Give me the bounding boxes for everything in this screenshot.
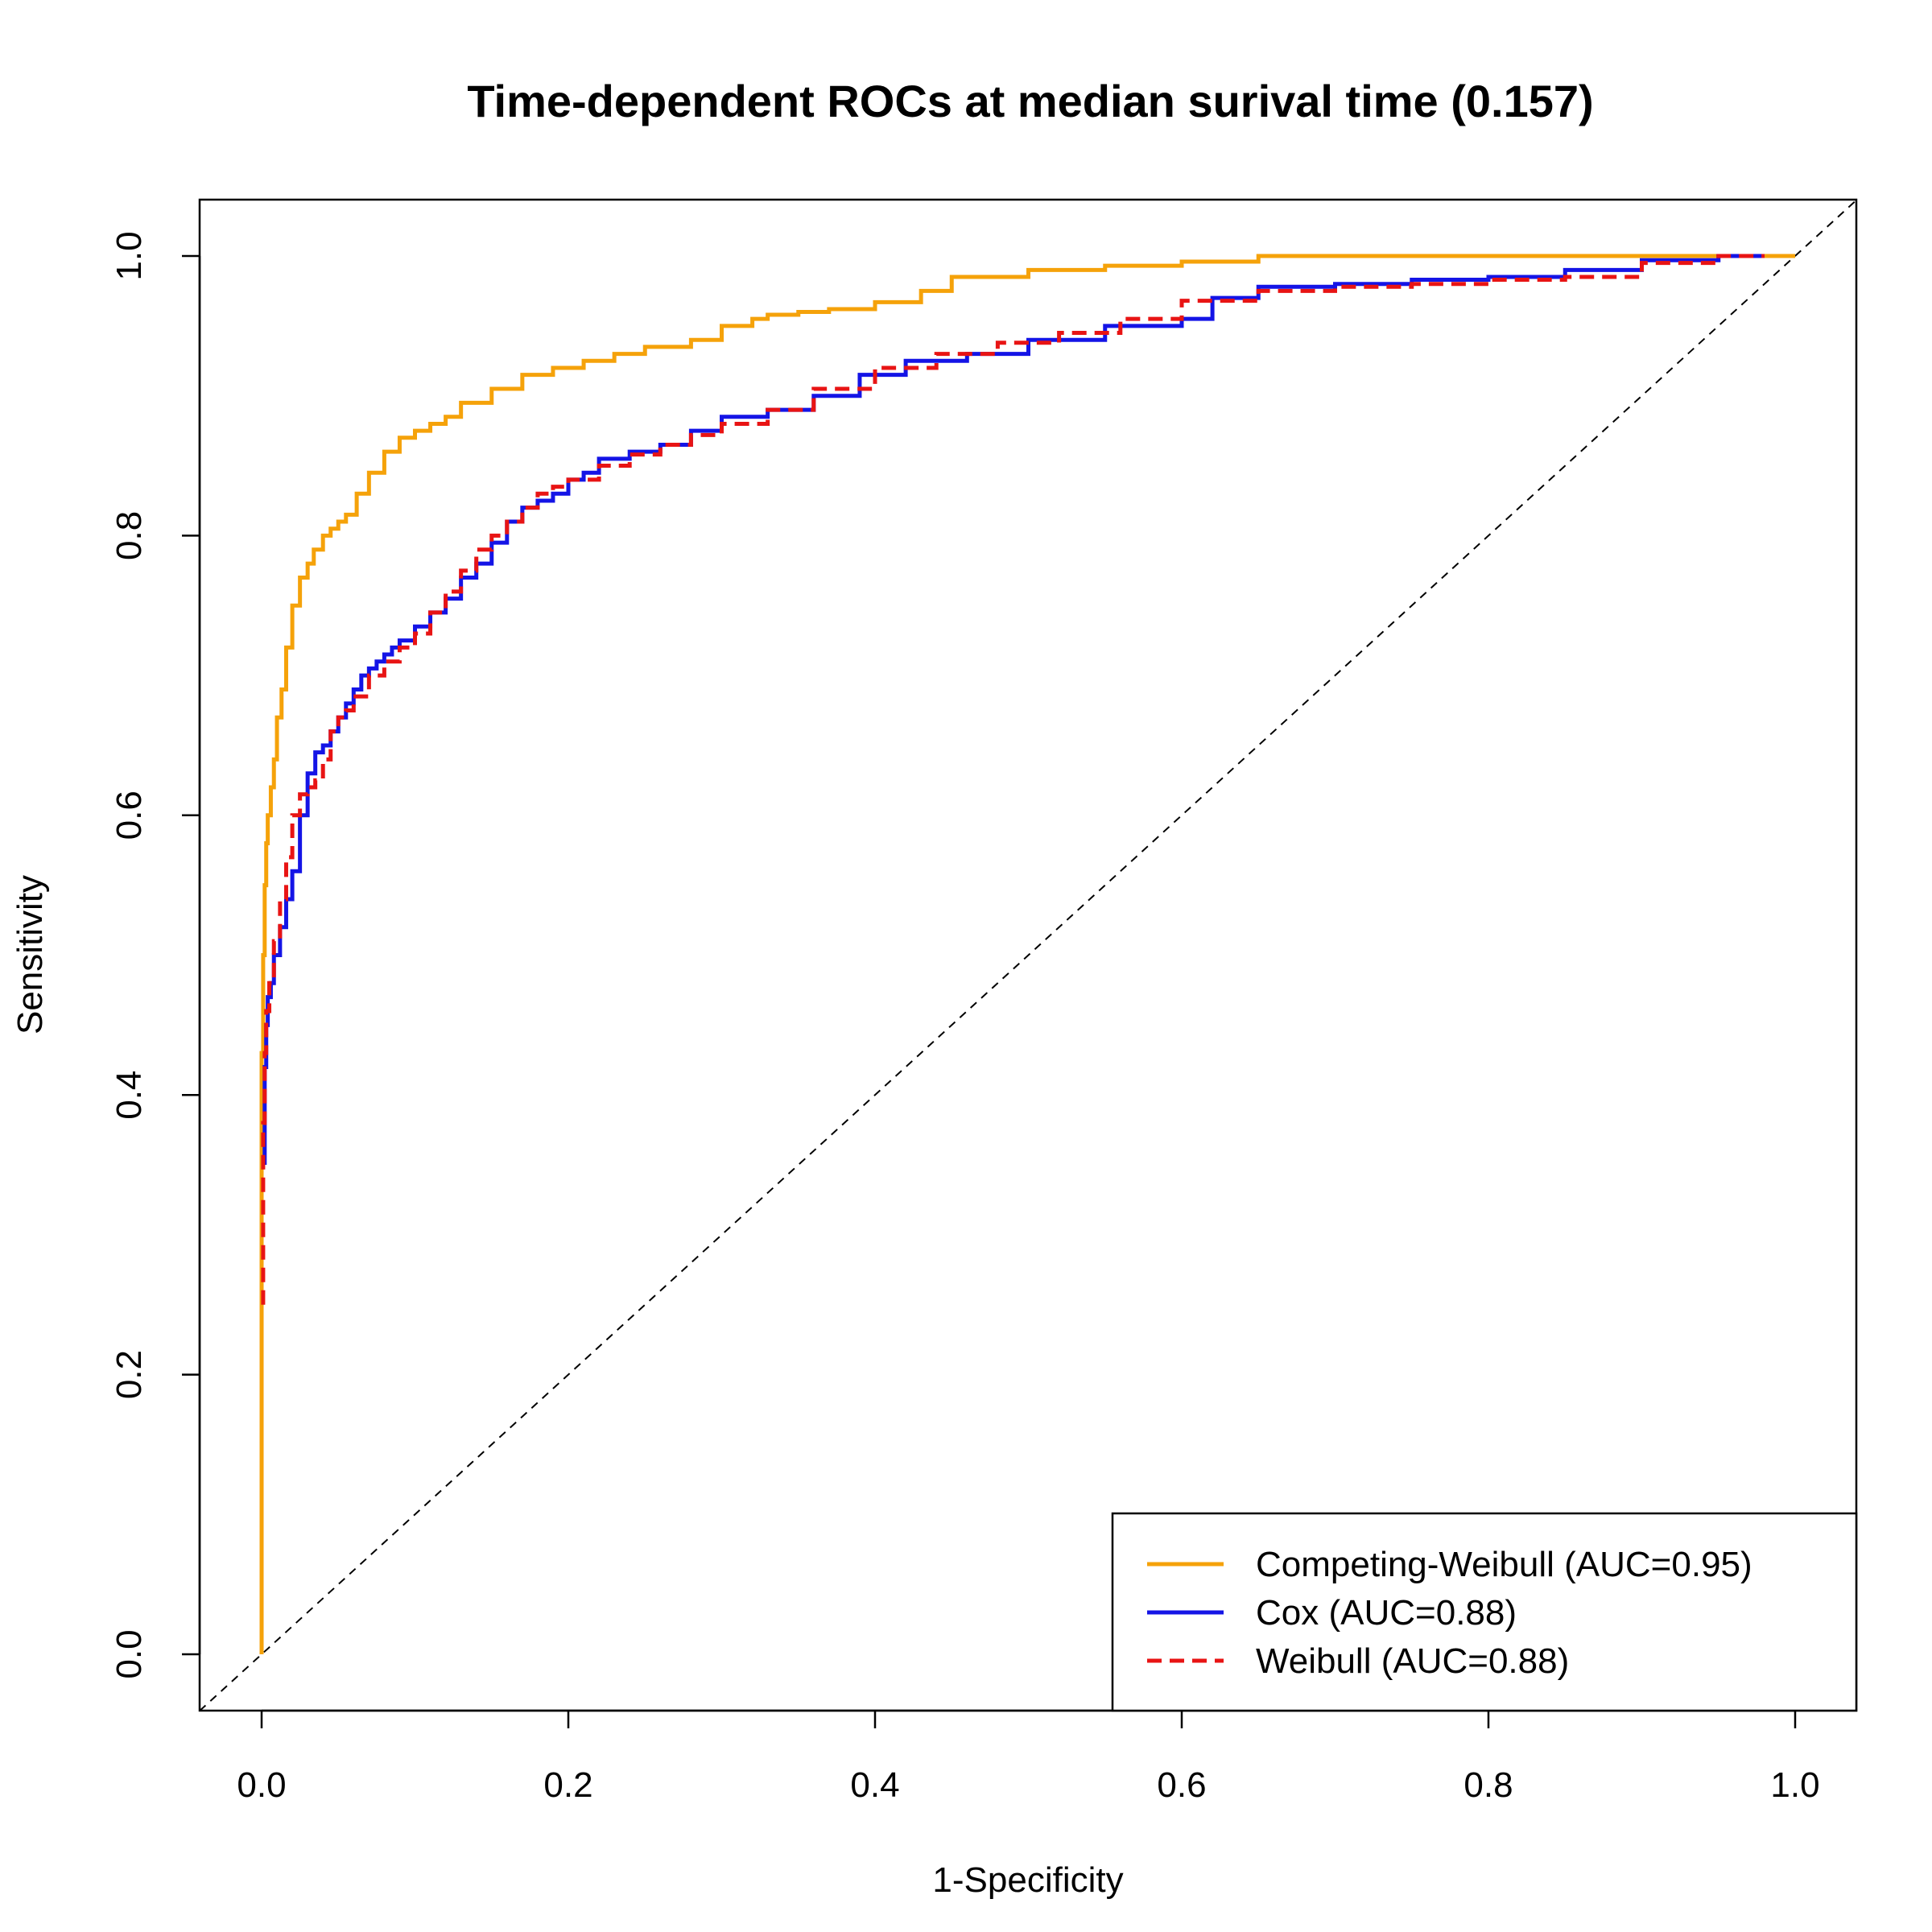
chart-title: Time-dependent ROCs at median surival ti… <box>467 76 1593 126</box>
legend-label: Weibull (AUC=0.88) <box>1256 1641 1569 1681</box>
legend: Competing-Weibull (AUC=0.95) Cox (AUC=0.8… <box>1111 1512 1858 1712</box>
legend-label: Cox (AUC=0.88) <box>1256 1593 1517 1633</box>
y-tick-label: 1.0 <box>109 231 149 280</box>
series-line-2 <box>261 254 1765 1305</box>
x-tick-label: 0.2 <box>543 1765 592 1805</box>
x-tick-label: 0.4 <box>850 1765 899 1805</box>
y-tick-label: 0.4 <box>109 1071 149 1120</box>
x-tick-label: 0.6 <box>1157 1765 1206 1805</box>
series-layer <box>259 254 1795 1654</box>
x-tick-label: 1.0 <box>1770 1765 1819 1805</box>
y-axis-label: Sensitivity <box>10 875 50 1034</box>
x-axis-label: 1-Specificity <box>932 1860 1123 1900</box>
series-line-1 <box>262 254 1765 1166</box>
reference-line-layer <box>199 199 1857 1711</box>
legend-label: Competing-Weibull (AUC=0.95) <box>1256 1545 1752 1584</box>
y-tick-label: 0.8 <box>109 511 149 560</box>
y-tick-label: 0.2 <box>109 1350 149 1399</box>
legend-items: Competing-Weibull (AUC=0.95) Cox (AUC=0.8… <box>1147 1545 1752 1681</box>
reference-diagonal <box>199 199 1857 1711</box>
series-line-0 <box>259 254 1795 1654</box>
y-axis: 0.0 0.2 0.4 0.6 0.8 1.0 <box>109 231 201 1679</box>
x-tick-label: 0.0 <box>237 1765 286 1805</box>
x-tick-label: 0.8 <box>1463 1765 1513 1805</box>
y-tick-label: 0.0 <box>109 1629 149 1678</box>
legend-box <box>1111 1512 1858 1712</box>
y-tick-label: 0.6 <box>109 791 149 840</box>
